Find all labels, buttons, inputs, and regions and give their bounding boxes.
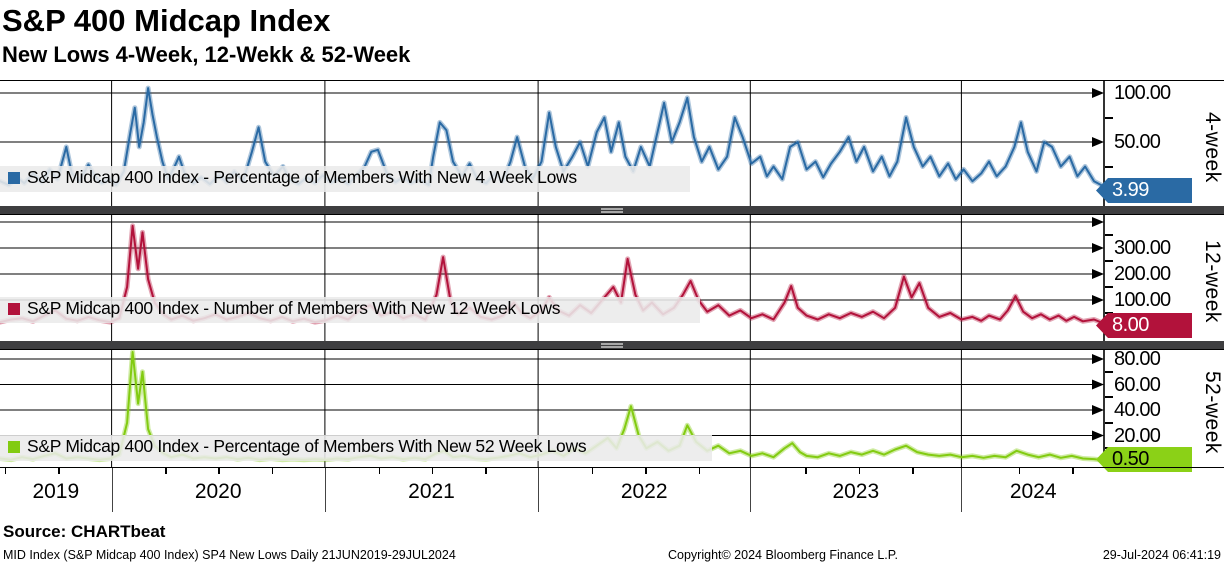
legend-swatch-icon xyxy=(8,440,20,453)
axis-arrow-icon xyxy=(1092,217,1104,227)
footer-timestamp: 29-Jul-2024 06:41:19 xyxy=(1102,548,1221,562)
panel-side-label-4-week: 4-week xyxy=(1201,111,1224,183)
axis-minor-tick xyxy=(1105,370,1113,373)
axis-minor-tick xyxy=(1105,396,1113,399)
quarter-tick xyxy=(805,468,807,474)
axis-tick-label: 100.00 xyxy=(1114,289,1171,311)
quarter-tick xyxy=(912,468,914,474)
axis-minor-tick xyxy=(1105,286,1113,288)
axis-tick-label: 100.00 xyxy=(1114,82,1171,104)
chart-header: S&P 400 Midcap Index New Lows 4-Week, 12… xyxy=(2,0,410,68)
year-label: 2020 xyxy=(194,480,242,503)
axis-arrow-icon xyxy=(1092,243,1104,253)
chart-area: S&P Midcap 400 Index - Percentage of Mem… xyxy=(0,80,1224,513)
axis-minor-tick xyxy=(1105,260,1113,262)
legend-band xyxy=(0,297,700,323)
legend-12-week: S&P Midcap 400 Index - Number of Members… xyxy=(8,298,561,319)
last-value-badge-4-week: 3.99 xyxy=(1096,178,1192,203)
legend-label: S&P Midcap 400 Index - Number of Members… xyxy=(27,298,561,318)
axis-minor-tick xyxy=(1105,116,1113,119)
axis-arrow-icon xyxy=(1092,379,1104,390)
last-value-badge-12-week: 8.00 xyxy=(1096,313,1192,338)
panel-side-label-52-week: 52-week xyxy=(1201,370,1224,454)
axis-arrow-icon xyxy=(1092,269,1104,279)
axis-tick-label: 200.00 xyxy=(1114,263,1171,285)
panel-52-week-lows: S&P Midcap 400 Index - Percentage of Mem… xyxy=(0,348,1224,472)
axis-tick-label: 300.00 xyxy=(1114,237,1171,259)
year-boundary-line xyxy=(324,468,326,512)
axis-arrow-icon xyxy=(1092,354,1104,364)
legend-label: S&P Midcap 400 Index - Percentage of Mem… xyxy=(27,167,577,187)
quarter-tick xyxy=(591,468,594,474)
axis-minor-tick xyxy=(1105,165,1113,168)
year-boundary-line xyxy=(750,468,752,512)
panel-divider-2[interactable] xyxy=(0,341,1224,349)
legend-band xyxy=(0,166,690,192)
footer-copyright: Copyright© 2024 Bloomberg Finance L.P. xyxy=(668,548,898,562)
divider-grip-icon[interactable] xyxy=(601,343,623,345)
axis-arrow-icon xyxy=(1092,430,1104,441)
axis-arrow-icon xyxy=(1092,295,1104,305)
quarter-tick xyxy=(4,468,7,474)
quarter-tick xyxy=(431,468,434,474)
legend-band xyxy=(0,435,712,461)
quarter-tick xyxy=(698,468,701,474)
right-axis-12-week: 300.00 200.00 100.00 xyxy=(1105,215,1224,341)
axis-tick-label: 50.00 xyxy=(1114,131,1161,153)
axis-arrow-icon xyxy=(1092,137,1104,147)
year-label: 2023 xyxy=(832,480,880,503)
quarter-tick xyxy=(645,468,647,474)
year-boundary-line xyxy=(538,468,540,512)
right-axis-52-week: 80.00 60.00 40.00 20.00 xyxy=(1105,348,1224,467)
quarter-tick xyxy=(218,468,220,474)
axis-minor-tick xyxy=(1105,234,1113,236)
year-label: 2024 xyxy=(1009,480,1057,503)
axis-arrow-icon xyxy=(1092,88,1104,98)
panel-side-label-12-week: 12-week xyxy=(1201,240,1224,323)
year-label: 2021 xyxy=(408,480,455,503)
page-title: S&P 400 Midcap Index xyxy=(2,3,331,38)
panel-12-week-lows: S&P Midcap 400 Index - Number of Members… xyxy=(0,214,1224,342)
quarter-tick xyxy=(271,468,274,474)
axis-tick-label: 40.00 xyxy=(1114,399,1161,421)
divider-grip-icon[interactable] xyxy=(601,208,623,210)
axis-tick-label: 20.00 xyxy=(1114,424,1161,447)
quarter-tick xyxy=(1072,468,1074,474)
year-label: 2022 xyxy=(620,480,668,503)
legend-swatch-icon xyxy=(8,302,20,315)
axis-tick-label: 80.00 xyxy=(1114,348,1161,370)
quarter-tick xyxy=(1018,468,1021,474)
x-axis-years: 2019 2020 2021 2022 2023 2024 xyxy=(0,467,1224,513)
panel-4-week-lows: S&P Midcap 400 Index - Percentage of Mem… xyxy=(0,80,1224,207)
axis-arrow-icon xyxy=(1092,405,1104,415)
legend-swatch-icon xyxy=(8,171,20,184)
quarter-tick xyxy=(378,468,381,474)
legend-52-week: S&P Midcap 400 Index - Percentage of Mem… xyxy=(8,436,587,457)
page-subtitle: New Lows 4-Week, 12-Wekk & 52-Week xyxy=(2,42,411,67)
right-axis-4-week: 100.00 50.00 xyxy=(1105,81,1224,206)
legend-label: S&P Midcap 400 Index - Percentage of Mem… xyxy=(27,436,587,456)
legend-4-week: S&P Midcap 400 Index - Percentage of Mem… xyxy=(8,167,577,188)
quarter-tick xyxy=(165,468,167,474)
year-boundary-line xyxy=(111,468,113,512)
axis-minor-tick xyxy=(1105,421,1113,424)
quarter-tick xyxy=(858,468,861,474)
quarter-tick xyxy=(485,468,487,474)
footer-ticker-info: MID Index (S&P Midcap 400 Index) SP4 New… xyxy=(3,548,456,562)
source-line: Source: CHARTbeat xyxy=(3,522,166,541)
year-label: 2019 xyxy=(32,480,80,503)
panel-divider-1[interactable] xyxy=(0,206,1224,214)
axis-tick-label: 60.00 xyxy=(1114,373,1161,396)
quarter-tick xyxy=(58,468,60,474)
year-boundary-line xyxy=(961,468,963,512)
